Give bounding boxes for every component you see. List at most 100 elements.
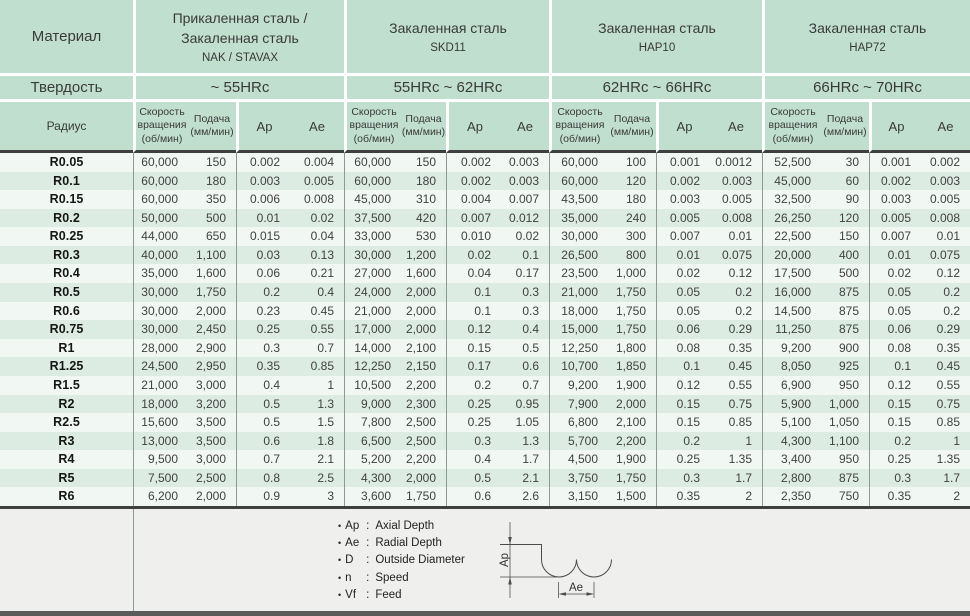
radius-cell: R1.5 xyxy=(0,375,133,395)
group-grade: HAP10 xyxy=(638,41,676,54)
value-cell: 0.6 xyxy=(501,357,549,376)
value-cell: 1.3 xyxy=(501,431,549,451)
ap-header: Ap xyxy=(236,102,290,153)
radius-header: Радиус xyxy=(0,102,133,153)
value-cell: 2,100 xyxy=(401,338,446,358)
value-cell: 60,000 xyxy=(549,171,608,191)
value-cell: 2,450 xyxy=(188,320,236,339)
legend-definition: Outside Diameter xyxy=(375,554,465,567)
value-cell: 0.15 xyxy=(656,413,710,432)
value-cell: 0.23 xyxy=(236,301,290,321)
hardness-value: 55HRc ~ 62HRc xyxy=(344,76,549,102)
value-cell: 0.35 xyxy=(656,487,710,506)
value-cell: 0.04 xyxy=(446,264,501,284)
value-cell: 6,500 xyxy=(344,431,401,451)
ap-arrow-up xyxy=(508,576,512,585)
legend-definition: Speed xyxy=(375,571,409,584)
radius-cell: R0.4 xyxy=(0,264,133,284)
value-cell: 12,250 xyxy=(549,338,608,358)
value-cell: 0.02 xyxy=(446,245,501,265)
legend-term: Ae xyxy=(345,537,360,550)
value-cell: 0.25 xyxy=(869,450,921,469)
value-cell: 30,000 xyxy=(549,227,608,246)
radius-cell: R3 xyxy=(0,431,133,451)
value-cell: 18,000 xyxy=(133,394,188,414)
ae-header: Ae xyxy=(501,102,549,153)
radius-cell: R0.75 xyxy=(0,320,133,339)
value-cell: 0.008 xyxy=(290,190,344,209)
value-cell: 530 xyxy=(401,227,446,246)
value-cell: 950 xyxy=(821,450,869,469)
value-cell: 1.05 xyxy=(501,413,549,432)
value-cell: 0.005 xyxy=(656,208,710,228)
value-cell: 420 xyxy=(401,208,446,228)
legend-definition: Radial Depth xyxy=(375,537,442,550)
value-cell: 5,100 xyxy=(762,413,821,432)
group-grade: HAP72 xyxy=(849,41,886,54)
legend-item: • Ae: Radial Depth xyxy=(338,535,465,552)
value-cell: 925 xyxy=(821,357,869,376)
value-cell: 2,100 xyxy=(608,413,656,432)
value-cell: 0.01 xyxy=(710,227,762,246)
value-cell: 0.9 xyxy=(236,487,290,506)
value-cell: 0.5 xyxy=(446,468,501,488)
value-cell: 0.003 xyxy=(501,153,549,172)
value-cell: 33,000 xyxy=(344,227,401,246)
value-cell: 0.002 xyxy=(921,153,970,172)
value-cell: 0.015 xyxy=(236,227,290,246)
value-cell: 1,500 xyxy=(608,487,656,506)
legend-item: • Ap: Axial Depth xyxy=(338,518,465,535)
value-cell: 30,000 xyxy=(133,301,188,321)
value-cell: 0.001 xyxy=(869,153,921,172)
value-cell: 1,750 xyxy=(608,468,656,488)
radius-cell: R6 xyxy=(0,487,133,506)
value-cell: 0.17 xyxy=(446,357,501,376)
radius-cell: R0.6 xyxy=(0,301,133,321)
value-cell: 0.2 xyxy=(710,301,762,321)
value-cell: 90 xyxy=(821,190,869,209)
value-cell: 500 xyxy=(188,208,236,228)
value-cell: 30 xyxy=(821,153,869,172)
value-cell: 240 xyxy=(608,208,656,228)
value-cell: 0.85 xyxy=(710,413,762,432)
value-cell: 37,500 xyxy=(344,208,401,228)
value-cell: 0.05 xyxy=(656,283,710,302)
value-cell: 0.01 xyxy=(236,208,290,228)
value-cell: 0.2 xyxy=(921,301,970,321)
value-cell: 0.003 xyxy=(501,171,549,191)
value-cell: 2,350 xyxy=(762,487,821,506)
value-cell: 0.02 xyxy=(501,227,549,246)
value-cell: 0.05 xyxy=(656,301,710,321)
value-cell: 2 xyxy=(921,487,970,506)
value-cell: 800 xyxy=(608,245,656,265)
value-cell: 0.04 xyxy=(290,227,344,246)
value-cell: 0.001 xyxy=(656,153,710,172)
value-cell: 7,500 xyxy=(133,468,188,488)
value-cell: 3,150 xyxy=(549,487,608,506)
value-cell: 60,000 xyxy=(344,171,401,191)
value-cell: 0.12 xyxy=(921,264,970,284)
radius-cell: R1 xyxy=(0,338,133,358)
value-cell: 0.5 xyxy=(501,338,549,358)
value-cell: 30,000 xyxy=(133,320,188,339)
radius-cell: R0.2 xyxy=(0,208,133,228)
value-cell: 150 xyxy=(401,153,446,172)
radius-cell: R0.3 xyxy=(0,245,133,265)
value-cell: 400 xyxy=(821,245,869,265)
value-cell: 0.5 xyxy=(236,394,290,414)
value-cell: 43,500 xyxy=(549,190,608,209)
legend-term: D xyxy=(345,554,354,567)
group-material: Прикаленная сталь / xyxy=(172,9,308,26)
value-cell: 0.13 xyxy=(290,245,344,265)
value-cell: 0.3 xyxy=(501,283,549,302)
value-cell: 6,900 xyxy=(762,375,821,395)
value-cell: 45,000 xyxy=(344,190,401,209)
value-cell: 3,200 xyxy=(188,394,236,414)
value-cell: 1,850 xyxy=(608,357,656,376)
value-cell: 6,800 xyxy=(549,413,608,432)
ap-label: Ap xyxy=(499,553,511,567)
radius-cell: R0.15 xyxy=(0,190,133,209)
value-cell: 0.3 xyxy=(446,431,501,451)
value-cell: 0.06 xyxy=(656,320,710,339)
value-cell: 0.08 xyxy=(869,338,921,358)
